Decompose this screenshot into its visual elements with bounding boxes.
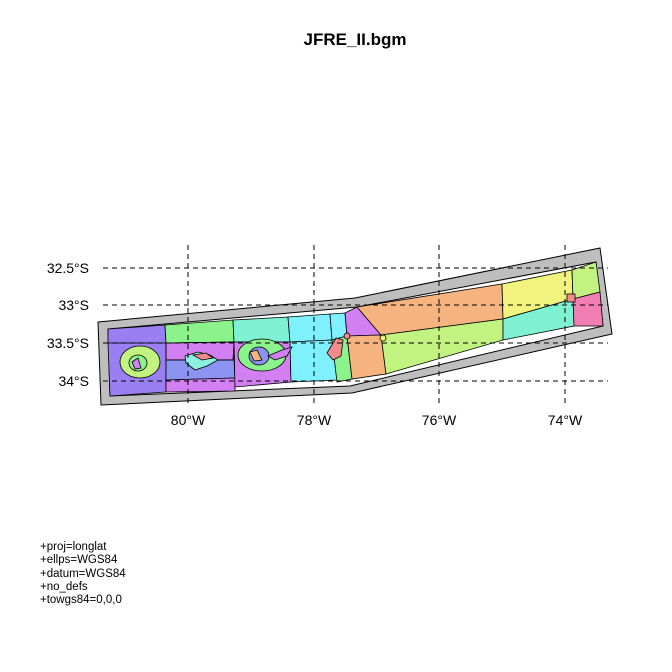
box-8 <box>287 313 333 343</box>
map-title: JFRE_II.bgm <box>303 30 407 49</box>
lat-label: 34°S <box>58 373 89 389</box>
proj-line: +no_defs <box>40 580 88 593</box>
island-right-spot <box>249 349 263 362</box>
coastal-point-b <box>379 334 387 342</box>
gridlines <box>103 245 608 407</box>
lon-label: 76°W <box>422 412 457 428</box>
island-right-tail <box>267 346 293 361</box>
model-boxes <box>107 261 604 397</box>
lat-label: 32.5°S <box>47 260 89 276</box>
proj-line: +towgs84=0,0,0 <box>40 594 122 607</box>
proj-line: +ellps=WGS84 <box>40 554 118 567</box>
lat-label: 33°S <box>58 297 89 313</box>
proj-line: +datum=WGS84 <box>40 567 126 580</box>
lon-label: 78°W <box>297 412 332 428</box>
island-center-spot <box>191 352 215 361</box>
box-20 <box>165 341 235 361</box>
island-shapes <box>119 293 576 379</box>
lat-labels: 32.5°S 33°S 33.5°S 34°S <box>47 260 89 389</box>
box-5 <box>165 377 236 393</box>
proj-line: +proj=longlat <box>40 541 107 553</box>
lon-labels: 80°W 78°W 76°W 74°W <box>171 412 583 428</box>
box-6 <box>232 316 291 343</box>
lon-label: 80°W <box>171 412 206 428</box>
lat-label: 33.5°S <box>47 335 89 351</box>
east-spot <box>566 293 576 303</box>
island-left-spot <box>131 357 142 370</box>
projection-info: +proj=longlat +ellps=WGS84 +datum=WGS84 … <box>40 541 126 607</box>
box-13 <box>346 334 387 380</box>
coastal-point-a <box>343 332 351 340</box>
lon-label: 74°W <box>548 412 583 428</box>
box-19 <box>572 291 604 327</box>
